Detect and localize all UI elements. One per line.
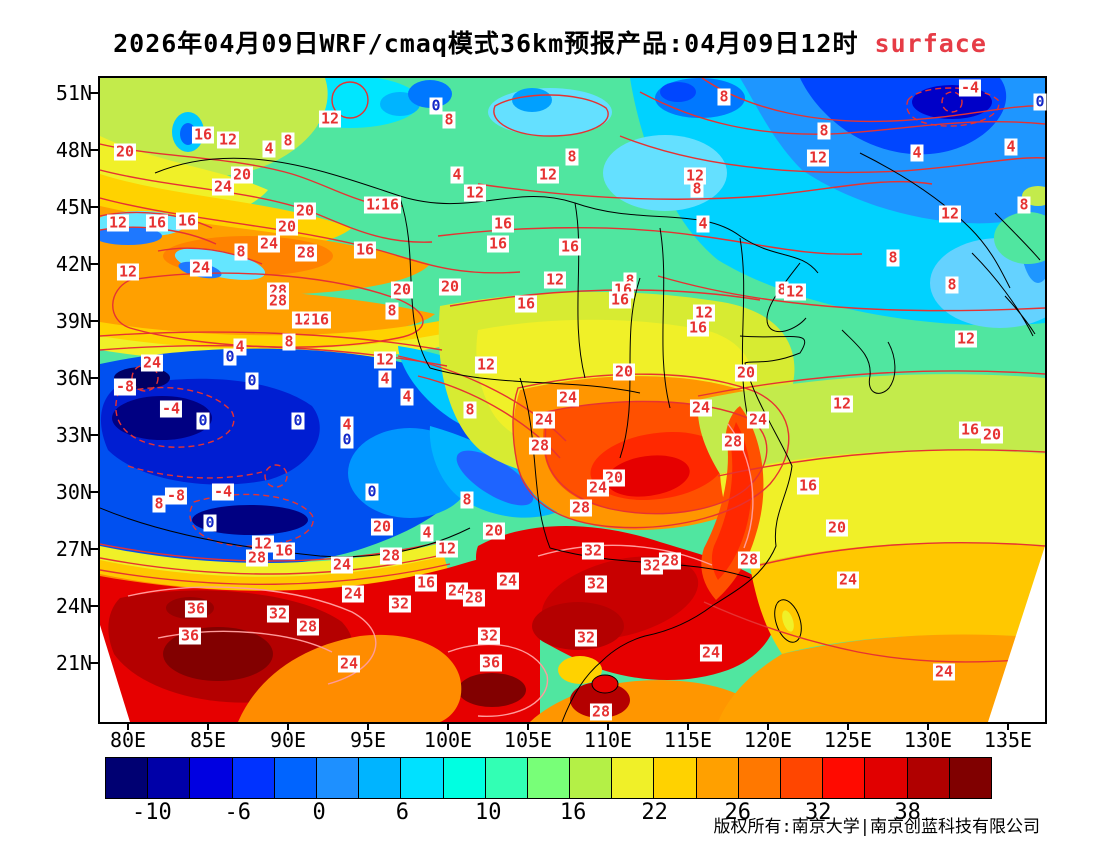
x-tick-label: 100E bbox=[423, 728, 473, 752]
colorbar-segment bbox=[148, 758, 191, 798]
colorbar-segment bbox=[316, 758, 360, 798]
colorbar-tick-label: 6 bbox=[395, 800, 409, 825]
y-tick-label: 39N bbox=[55, 309, 92, 333]
y-tick-mark bbox=[89, 263, 98, 265]
colorbar-segment bbox=[696, 758, 739, 798]
x-tick-mark bbox=[607, 722, 609, 730]
x-tick-mark bbox=[1007, 722, 1009, 730]
colorbar-segment bbox=[570, 758, 613, 798]
colorbar-tick-label: 38 bbox=[894, 800, 921, 825]
colorbar-segment bbox=[232, 758, 275, 798]
colorbar-tick-label: -6 bbox=[224, 800, 252, 825]
y-tick-label: 33N bbox=[55, 423, 92, 447]
y-tick-label: 51N bbox=[55, 81, 92, 105]
y-tick-mark bbox=[89, 206, 98, 208]
x-tick-label: 110E bbox=[583, 728, 633, 752]
colorbar-segment bbox=[359, 758, 402, 798]
colorbar-tick-label: 32 bbox=[805, 800, 832, 825]
x-tick-label: 120E bbox=[743, 728, 793, 752]
map-canvas bbox=[100, 78, 1045, 722]
colorbar-segment bbox=[485, 758, 528, 798]
colorbar-segment bbox=[823, 758, 866, 798]
x-tick-label: 80E bbox=[109, 728, 147, 752]
y-tick-mark bbox=[89, 548, 98, 550]
colorbar-tick-label: -10 bbox=[132, 800, 172, 825]
title-main: 2026年04月09日WRF/cmaq模式36km预报产品:04月09日12时 bbox=[113, 29, 859, 58]
y-tick-label: 24N bbox=[55, 594, 92, 618]
page-title: 2026年04月09日WRF/cmaq模式36km预报产品:04月09日12时 … bbox=[0, 24, 1100, 60]
x-tick-label: 115E bbox=[663, 728, 713, 752]
colorbar-segment bbox=[527, 758, 571, 798]
x-tick-mark bbox=[127, 722, 129, 730]
y-tick-label: 30N bbox=[55, 480, 92, 504]
x-tick-mark bbox=[927, 722, 929, 730]
y-tick-label: 27N bbox=[55, 537, 92, 561]
x-tick-label: 95E bbox=[349, 728, 387, 752]
x-tick-mark bbox=[687, 722, 689, 730]
colorbar-tick-label: 10 bbox=[474, 800, 502, 825]
x-tick-mark bbox=[207, 722, 209, 730]
y-tick-mark bbox=[89, 491, 98, 493]
x-tick-mark bbox=[767, 722, 769, 730]
y-tick-mark bbox=[89, 149, 98, 151]
x-tick-label: 135E bbox=[983, 728, 1033, 752]
map-plot-area bbox=[98, 76, 1047, 724]
colorbar-segment bbox=[274, 758, 317, 798]
temperature-colorbar bbox=[105, 757, 992, 799]
map-corner-mask-right bbox=[988, 546, 1045, 722]
title-surface-tag: surface bbox=[858, 29, 986, 58]
colorbar-tick-label: 26 bbox=[724, 800, 752, 825]
colorbar-segment bbox=[654, 758, 697, 798]
colorbar-segment bbox=[612, 758, 655, 798]
x-tick-mark bbox=[287, 722, 289, 730]
colorbar-segment bbox=[865, 758, 908, 798]
colorbar-segment bbox=[907, 758, 950, 798]
y-tick-mark bbox=[89, 605, 98, 607]
y-tick-mark bbox=[89, 377, 98, 379]
x-tick-label: 130E bbox=[903, 728, 953, 752]
x-tick-label: 90E bbox=[269, 728, 307, 752]
colorbar-segment bbox=[190, 758, 233, 798]
map-corner-mask-left bbox=[100, 625, 130, 722]
copyright-footer: 版权所有:南京大学|南京创蓝科技有限公司 bbox=[713, 817, 1040, 837]
colorbar-segment bbox=[738, 758, 781, 798]
colorbar-tick-label: 0 bbox=[312, 800, 326, 825]
y-tick-label: 36N bbox=[55, 366, 92, 390]
x-tick-mark bbox=[447, 722, 449, 730]
colorbar-tick-label: 16 bbox=[559, 800, 587, 825]
geography-lines bbox=[100, 152, 1041, 722]
colorbar-segment bbox=[443, 758, 486, 798]
y-tick-mark bbox=[89, 320, 98, 322]
y-tick-mark bbox=[89, 434, 98, 436]
colorbar-segment bbox=[401, 758, 444, 798]
x-tick-label: 125E bbox=[823, 728, 873, 752]
colorbar-segment bbox=[781, 758, 824, 798]
x-tick-label: 105E bbox=[503, 728, 553, 752]
colorbar-segment bbox=[106, 758, 149, 798]
contour-lines bbox=[100, 78, 1045, 663]
colorbar-tick-label: 22 bbox=[641, 800, 668, 825]
y-tick-label: 21N bbox=[55, 651, 92, 675]
y-tick-label: 48N bbox=[55, 138, 92, 162]
colorbar-segment bbox=[949, 758, 991, 798]
x-tick-mark bbox=[367, 722, 369, 730]
hot-zone-contour-lines bbox=[127, 423, 754, 717]
y-tick-label: 42N bbox=[55, 252, 92, 276]
title-highlight-text: surface bbox=[874, 29, 987, 58]
y-tick-label: 45N bbox=[55, 195, 92, 219]
y-tick-mark bbox=[89, 662, 98, 664]
x-tick-label: 85E bbox=[189, 728, 227, 752]
y-tick-mark bbox=[89, 92, 98, 94]
x-tick-mark bbox=[527, 722, 529, 730]
x-tick-mark bbox=[847, 722, 849, 730]
